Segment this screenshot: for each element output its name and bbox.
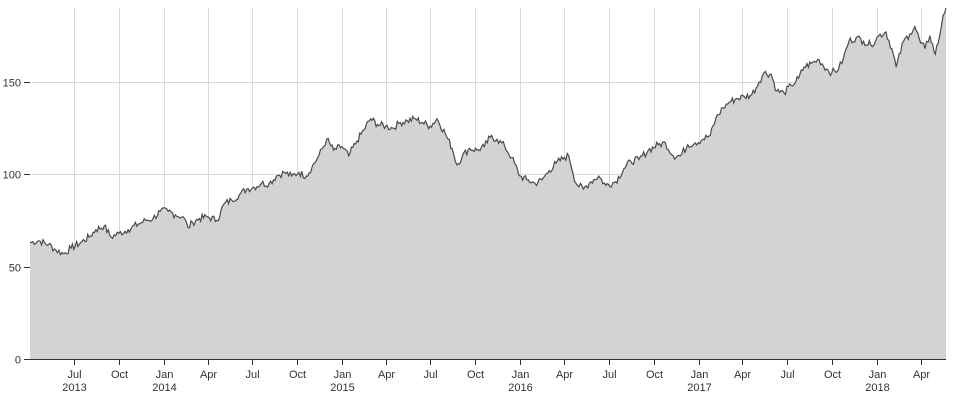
y-tick-label: 50 [9, 263, 21, 275]
y-tick-label: 100 [3, 170, 21, 182]
y-tick-label: 150 [3, 78, 21, 90]
x-tick-label: Apr [200, 369, 217, 381]
x-tick-label: Jul [245, 369, 259, 381]
x-tick-year-label: 2016 [508, 382, 532, 394]
x-tick-label: Oct [646, 369, 663, 381]
x-tick-label: Oct [289, 369, 306, 381]
x-tick-label: Jan [156, 369, 174, 381]
x-tick-label: Apr [734, 369, 751, 381]
x-tick-label: Oct [111, 369, 128, 381]
plot-area [29, 7, 947, 359]
x-tick-year-label: 2018 [865, 382, 889, 394]
x-tick-year-label: 2017 [687, 382, 711, 394]
x-tick-year-label: 2014 [152, 382, 176, 394]
x-tick-label: Jan [869, 369, 887, 381]
x-tick-label: Oct [467, 369, 484, 381]
x-tick-label: Jul [423, 369, 437, 381]
x-tick-year-label: 2013 [62, 382, 86, 394]
x-tick-label: Apr [913, 369, 930, 381]
x-tick-label: Jan [334, 369, 352, 381]
x-tick-label: Apr [378, 369, 395, 381]
x-tick-label: Jul [67, 369, 81, 381]
series-line [29, 7, 947, 256]
y-tick-label: 0 [15, 355, 21, 367]
x-tick-label: Apr [556, 369, 573, 381]
x-tick-label: Oct [824, 369, 841, 381]
x-tick-label: Jul [602, 369, 616, 381]
x-tick-label: Jan [691, 369, 709, 381]
x-tick-label: Jan [512, 369, 530, 381]
x-tick-year-label: 2015 [330, 382, 354, 394]
area-fill [30, 8, 946, 359]
x-tick-label: Jul [780, 369, 794, 381]
